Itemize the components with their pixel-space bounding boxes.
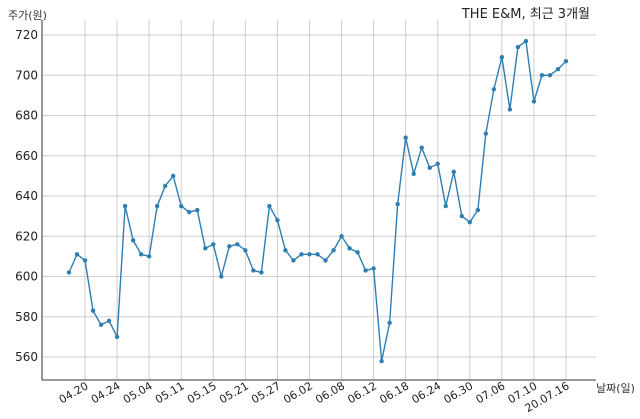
data-point: [451, 169, 456, 175]
data-point: [547, 73, 553, 78]
data-point: [130, 238, 136, 243]
data-point: [403, 135, 408, 140]
grid-lines: [42, 20, 596, 380]
data-point: [138, 252, 144, 257]
data-point: [235, 242, 240, 247]
x-tick-label: 07.06: [474, 379, 508, 406]
data-point: [491, 87, 497, 92]
data-point: [467, 219, 473, 225]
data-point: [387, 320, 392, 325]
data-point: [154, 203, 160, 209]
data-point: [539, 73, 545, 78]
data-point: [507, 107, 513, 112]
axes: [41, 20, 596, 381]
data-point: [483, 131, 489, 136]
x-tick-labels: 04.2004.2405.0405.1105.1505.2105.2706.02…: [57, 379, 572, 415]
data-point: [355, 250, 360, 255]
data-point: [162, 183, 168, 189]
data-point: [523, 38, 529, 44]
y-tick-label: 720: [15, 28, 38, 42]
data-point: [243, 248, 248, 253]
y-tick-label: 580: [15, 310, 38, 324]
y-tick-labels: 560 580 600 620 640 660 680 700 720: [15, 28, 38, 364]
x-tick-label: 05.04: [121, 379, 155, 406]
y-tick-label: 660: [15, 149, 38, 163]
x-tick-label: 04.24: [89, 379, 123, 406]
x-tick-label: 05.21: [217, 379, 251, 406]
x-tick-label: 05.11: [153, 379, 187, 406]
data-point: [411, 171, 416, 177]
data-point: [74, 252, 80, 257]
data-point: [515, 44, 521, 50]
data-point: [227, 244, 232, 249]
data-point: [106, 318, 112, 323]
data-point: [435, 161, 440, 166]
y-tick-label: 680: [15, 109, 38, 123]
x-tick-label: 06.18: [377, 379, 411, 406]
data-point: [98, 322, 104, 327]
data-point: [395, 201, 400, 207]
x-axis-label: 날짜(일): [596, 381, 635, 395]
data-point: [475, 207, 481, 213]
data-point: [419, 145, 424, 150]
data-point: [267, 203, 272, 209]
data-point: [331, 248, 336, 253]
data-point: [187, 209, 192, 215]
data-point: [90, 308, 96, 313]
data-point: [307, 252, 312, 257]
data-point: [146, 254, 152, 259]
x-tick-label: 05.15: [185, 379, 219, 406]
data-point: [179, 203, 184, 209]
data-point: [499, 54, 505, 60]
y-tick-label: 700: [15, 68, 38, 82]
data-point: [323, 258, 328, 263]
chart-title: THE E&M, 최근 3개월: [461, 7, 590, 22]
y-tick-label: 640: [15, 189, 38, 203]
data-point: [195, 207, 200, 213]
x-tick-label: 04.20: [57, 379, 91, 406]
data-point: [291, 258, 296, 263]
data-point: [371, 266, 376, 271]
data-point: [563, 58, 569, 64]
price-series-points: [66, 38, 569, 364]
data-point: [459, 213, 464, 219]
data-point: [66, 270, 72, 275]
price-series-line: [68, 39, 567, 362]
data-point: [122, 203, 128, 209]
x-tick-label: 06.12: [345, 379, 379, 406]
data-point: [299, 252, 304, 257]
data-point: [315, 252, 320, 257]
data-point: [443, 203, 448, 209]
data-point: [219, 274, 224, 279]
data-point: [171, 173, 176, 179]
data-point: [379, 358, 384, 364]
data-point: [363, 268, 368, 273]
x-tick-label: 06.08: [313, 379, 347, 406]
data-point: [555, 67, 561, 72]
data-point: [275, 217, 280, 223]
y-tick-label: 620: [15, 229, 38, 243]
data-point: [347, 246, 352, 251]
x-tick-label: 06.24: [409, 379, 443, 406]
x-tick-label: 06.30: [442, 379, 476, 406]
x-tick-label: 05.27: [249, 379, 283, 406]
data-point: [203, 246, 208, 251]
data-point: [531, 99, 537, 104]
data-point: [339, 234, 344, 239]
data-point: [114, 334, 120, 340]
y-axis-label: 주가(원): [8, 9, 47, 22]
data-point: [251, 268, 256, 273]
x-tick-label: 06.02: [281, 379, 315, 406]
data-point: [211, 242, 216, 247]
data-point: [82, 258, 88, 263]
data-point: [259, 270, 264, 275]
y-tick-label: 600: [15, 270, 38, 284]
y-tick-label: 560: [15, 350, 38, 364]
data-point: [427, 165, 432, 171]
data-point: [283, 248, 288, 253]
